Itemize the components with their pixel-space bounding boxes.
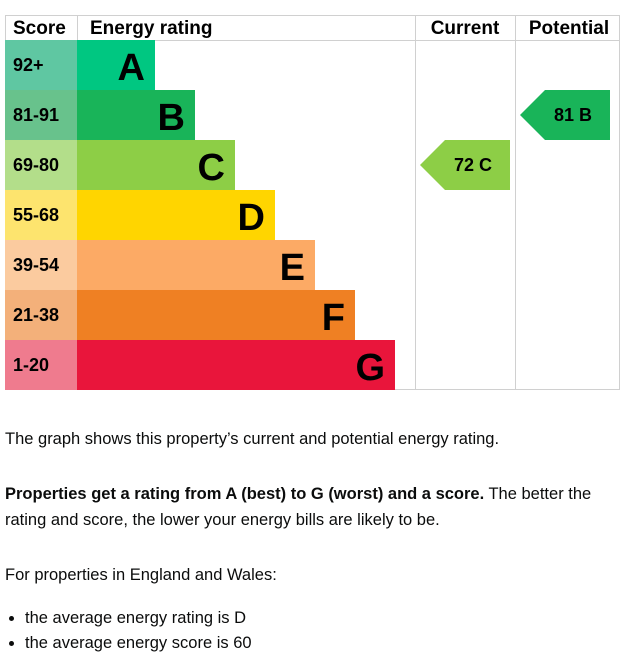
- header-potential: Potential: [529, 18, 609, 39]
- rating-bar-G: [77, 340, 395, 390]
- rating-explanation: Properties get a rating from A (best) to…: [5, 481, 617, 533]
- score-range-C: 69-80: [13, 155, 59, 175]
- score-cell-B: [5, 90, 77, 140]
- rating-explanation-rest: The better the rating and score, the low…: [5, 485, 592, 529]
- rating-bar-A: [77, 40, 155, 90]
- list-item: the average energy score is 60: [25, 631, 252, 656]
- rating-letter-D: D: [238, 197, 265, 239]
- rating-letter-A: A: [118, 47, 145, 89]
- current-rating-arrow: [420, 140, 510, 190]
- intro-text: The graph shows this property’s current …: [5, 430, 500, 448]
- header-energy-rating: Energy rating: [90, 18, 212, 39]
- score-cell-A: [5, 40, 77, 90]
- potential-rating-label: 81 B: [554, 105, 592, 125]
- header-current: Current: [431, 18, 500, 39]
- rating-letter-F: F: [322, 297, 345, 339]
- score-range-F: 21-38: [13, 305, 59, 325]
- rating-bar-E: [77, 240, 315, 290]
- header-score: Score: [13, 18, 66, 39]
- rating-explanation-bold: Properties get a rating from A (best) to…: [5, 485, 485, 503]
- current-rating-label: 72 C: [454, 155, 492, 175]
- rating-letter-E: E: [280, 247, 305, 289]
- score-cell-D: [5, 190, 77, 240]
- rating-letter-G: G: [355, 347, 385, 389]
- score-cell-C: [5, 140, 77, 190]
- rating-bar-D: [77, 190, 275, 240]
- region-text: For properties in England and Wales:: [5, 566, 277, 584]
- score-range-D: 55-68: [13, 205, 59, 225]
- rating-letter-C: C: [198, 147, 225, 189]
- score-cell-F: [5, 290, 77, 340]
- rating-bar-B: [77, 90, 195, 140]
- potential-rating-arrow: [520, 90, 610, 140]
- rating-bar-F: [77, 290, 355, 340]
- score-range-B: 81-91: [13, 105, 59, 125]
- list-item: the average energy rating is D: [25, 606, 252, 631]
- rating-bar-C: [77, 140, 235, 190]
- score-range-E: 39-54: [13, 255, 59, 275]
- energy-rating-chart: Score Energy rating Current Potential 92+ A 81…: [5, 15, 620, 390]
- averages-list: the average energy rating is D the avera…: [5, 606, 252, 656]
- score-range-A: 92+: [13, 55, 44, 75]
- score-range-G: 1-20: [13, 355, 49, 375]
- score-cell-E: [5, 240, 77, 290]
- rating-letter-B: B: [158, 97, 185, 139]
- score-cell-G: [5, 340, 77, 390]
